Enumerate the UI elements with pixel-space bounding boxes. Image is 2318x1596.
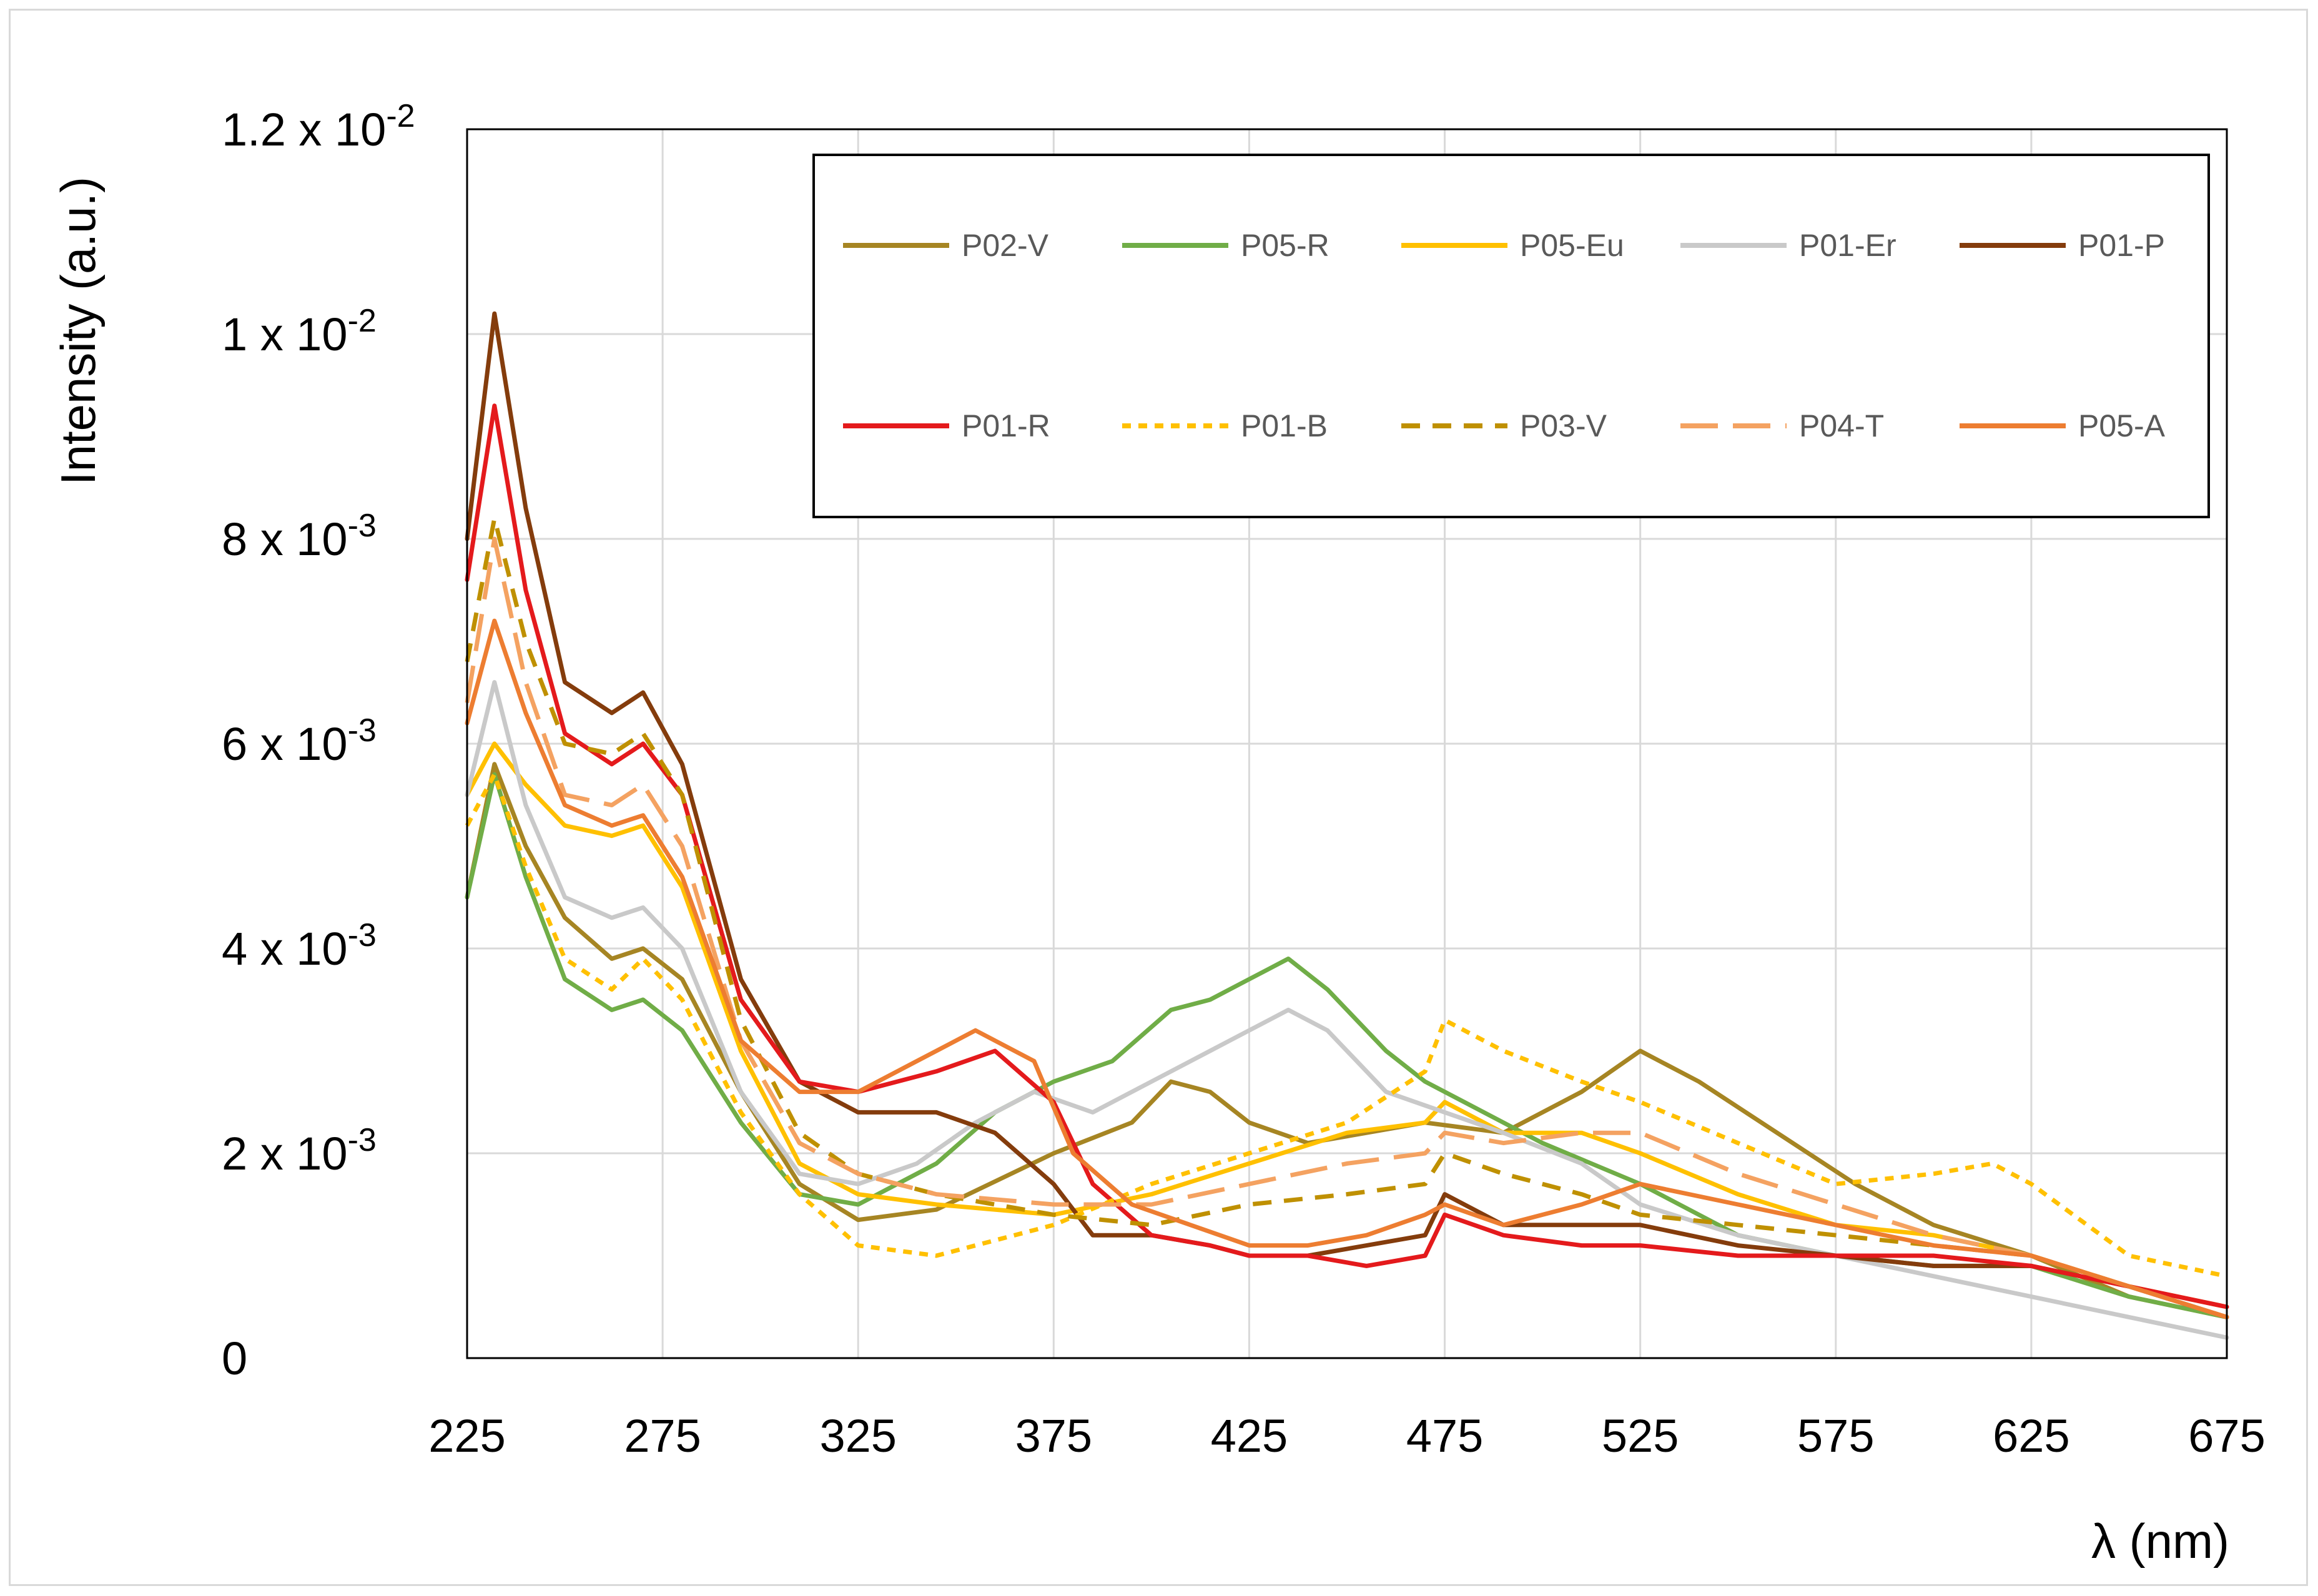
x-tick-label: 275: [624, 1410, 701, 1462]
x-tick-label: 525: [1602, 1410, 1679, 1462]
y-tick-labels: 0 2 x 10-3 4 x 10-3 6 x 10-3 8 x 10-3 1 x 10-…: [222, 98, 415, 1384]
series-line-p01-r: [465, 403, 2229, 1309]
x-tick-labels: 225 275 325 375 425 475 525 575 625 675: [428, 1410, 2265, 1462]
x-tick-label: 575: [1797, 1410, 1874, 1462]
y-tick-label: 4 x 10-3: [222, 917, 377, 975]
y-tick-label: 8 x 10-3: [222, 508, 377, 565]
figure-border: [9, 9, 2308, 1586]
series-line-p04-t: [465, 536, 2228, 1319]
legend-label-p01-p: P01-P: [2078, 228, 2165, 263]
series-lines: [465, 311, 2229, 1340]
legend-label-p01-r: P01-R: [962, 408, 1050, 443]
x-tick-label: 425: [1211, 1410, 1288, 1462]
y-tick-label: 0: [222, 1332, 247, 1384]
y-tick-label: 6 x 10-3: [222, 712, 377, 770]
series-line-p03-v: [465, 516, 2228, 1319]
legend-label-p03-v: P03-V: [1520, 408, 1607, 443]
x-tick-label: 625: [1993, 1410, 2069, 1462]
plot-border: [466, 128, 2228, 1359]
legend-box: [812, 154, 2210, 518]
y-tick-label: 1.2 x 10-2: [222, 98, 415, 155]
legend: P02-V P05-R P05-Eu P01-Er P01-P P01-R P01-B P03…: [812, 154, 2210, 518]
y-tick-label: 1 x 10-2: [222, 303, 377, 360]
legend-label-p02-v: P02-V: [962, 228, 1049, 263]
legend-label-p05-r: P05-R: [1241, 228, 1329, 263]
legend-label-p04-t: P04-T: [1799, 408, 1884, 443]
series-line-p01-b: [465, 772, 2227, 1279]
y-tick-label: 2 x 10-3: [222, 1122, 377, 1180]
x-axis-title: λ (nm): [2091, 1514, 2229, 1569]
x-tick-label: 225: [428, 1410, 505, 1462]
legend-label-p01-er: P01-Er: [1799, 228, 1896, 263]
legend-label-p01-b: P01-B: [1241, 408, 1328, 443]
series-line-p05-a: [465, 618, 2229, 1319]
x-tick-label: 475: [1406, 1410, 1483, 1462]
legend-label-p05-a: P05-A: [2078, 408, 2166, 443]
x-tick-label: 325: [819, 1410, 896, 1462]
y-axis-title: Intensity (a.u.): [51, 177, 106, 485]
legend-items: P02-V P05-R P05-Eu P01-Er P01-P P01-R P01-B P03…: [843, 228, 2166, 443]
series-line-p02-v: [465, 762, 2229, 1319]
legend-label-p05-eu: P05-Eu: [1520, 228, 1624, 263]
series-line-p01-er: [465, 680, 2229, 1340]
x-tick-label: 675: [2188, 1410, 2265, 1462]
x-tick-label: 375: [1015, 1410, 1092, 1462]
